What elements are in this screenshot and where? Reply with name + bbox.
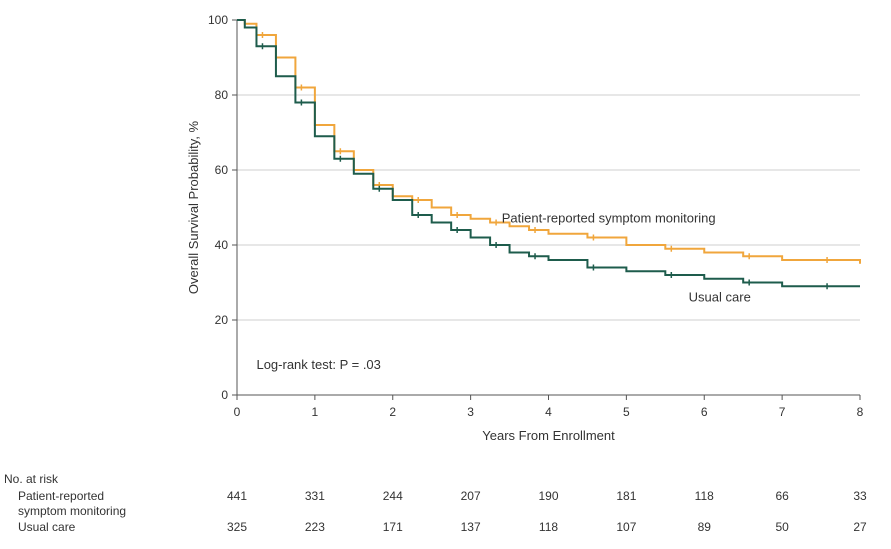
risk-value: 50 <box>775 520 789 534</box>
x-tick-label: 4 <box>545 405 552 419</box>
y-tick-label: 40 <box>215 238 229 252</box>
risk-value: 118 <box>694 489 714 503</box>
series-lines <box>237 19 861 290</box>
y-tick-label: 0 <box>221 388 228 402</box>
risk-value: 223 <box>304 520 325 534</box>
series-line-1 <box>237 19 860 288</box>
x-tick-label: 6 <box>701 405 708 419</box>
risk-row-label: Usual care <box>18 520 76 534</box>
y-tick-label: 80 <box>215 88 229 102</box>
gridlines <box>237 94 860 321</box>
x-axis-label: Years From Enrollment <box>482 428 615 443</box>
risk-value: 33 <box>853 489 867 503</box>
risk-value: 325 <box>226 520 248 534</box>
risk-value: 207 <box>460 489 481 503</box>
risk-value: 171 <box>382 520 403 534</box>
y-tick-label: 100 <box>208 13 228 27</box>
x-tick-label: 7 <box>779 405 786 419</box>
y-tick-label: 60 <box>215 163 229 177</box>
risk-value: 27 <box>853 520 867 534</box>
risk-row-label: Patient-reported <box>18 489 105 503</box>
risk-value: 441 <box>226 489 248 503</box>
risk-value: 181 <box>616 489 637 503</box>
risk-value: 331 <box>304 489 325 503</box>
x-tick-label: 5 <box>623 405 630 419</box>
x-tick-label: 3 <box>467 405 474 419</box>
risk-value: 118 <box>538 520 559 534</box>
x-tick-label: 0 <box>234 405 241 419</box>
y-axis-label: Overall Survival Probability, % <box>186 120 201 294</box>
series-line-0 <box>237 19 861 264</box>
annotation-patient-reported: Patient-reported symptom monitoring <box>502 211 716 226</box>
risk-value: 190 <box>538 489 559 503</box>
risk-value: 66 <box>775 489 789 503</box>
risk-value: 244 <box>382 489 403 503</box>
x-tick-label: 2 <box>389 405 396 419</box>
x-tick-label: 1 <box>312 405 319 419</box>
risk-value: 137 <box>460 520 481 534</box>
annotation-log-rank: Log-rank test: P = .03 <box>256 357 380 372</box>
risk-value: 107 <box>616 520 637 534</box>
risk-table-title: No. at risk <box>4 472 59 486</box>
risk-row-label-line2: symptom monitoring <box>18 504 127 518</box>
annotation-usual-care: Usual care <box>689 289 751 304</box>
risk-value: 89 <box>697 520 711 534</box>
axes <box>236 20 860 396</box>
y-tick-label: 20 <box>215 313 229 327</box>
x-tick-label: 8 <box>857 405 864 419</box>
